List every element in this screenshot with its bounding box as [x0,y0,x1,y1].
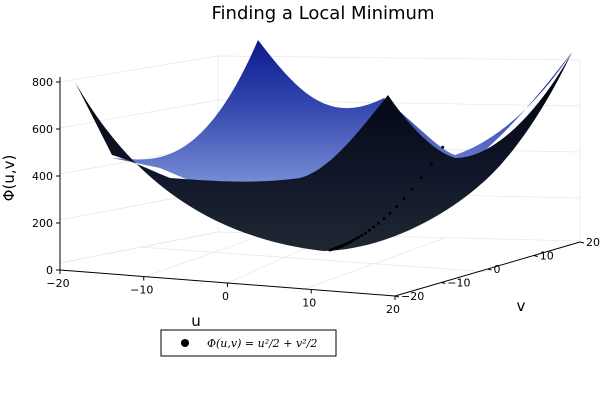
v-axis-label: v [517,297,526,315]
v-tick-label: 0 [494,263,501,276]
gridline-z-800 [59,55,581,83]
v-tick-mark [394,295,400,298]
v-tick-mark [441,282,446,284]
data-point [377,221,380,225]
v-tick-mark [533,255,538,257]
gridline-floor-v-0 [139,246,491,273]
u-tick-label: −20 [46,277,69,290]
surface [75,40,572,251]
gridline-floor-u-10 [298,237,446,292]
u-tick-label: 20 [386,303,400,316]
v-tick-mark [487,268,492,271]
series-points [328,145,445,252]
data-point [360,233,364,237]
data-point [351,238,355,242]
u-tick-label: −10 [130,284,153,297]
u-tick-label: 0 [222,290,229,303]
u-axis-ticks: −20 −10 0 10 20 [46,270,400,316]
axes: 0 200 400 600 800 −20 −10 0 10 20 −20 −10 0 10 20 Φ(… [0,76,600,330]
data-point [354,237,358,241]
legend: Φ(u,v) = u²/2 + v²/2 [160,329,337,357]
v-tick-label: −20 [401,290,424,303]
gridlines [59,55,581,292]
chart-title: Finding a Local Minimum [212,3,435,24]
data-point [357,235,361,239]
z-axis-ticks: 0 200 400 600 800 [32,76,60,277]
data-point [402,197,406,201]
z-tick-label: 400 [32,170,53,183]
data-point [382,217,386,221]
gridline-floor-u-minus10 [140,235,261,279]
legend-box [160,329,337,357]
data-point [429,162,433,166]
data-point [372,225,376,229]
v-axis-ticks: −20 −10 0 10 20 [394,236,600,303]
data-point [441,145,445,149]
data-point [363,231,367,235]
z-tick-label: 200 [32,217,53,230]
v-tick-label: 20 [586,236,600,249]
z-tick-label: 800 [32,76,53,89]
data-point [410,187,414,191]
z-tick-label: 600 [32,123,53,136]
z-tick-label: 0 [46,264,53,277]
data-point [419,176,423,180]
z-axis-label: Φ(u,v) [0,155,18,202]
data-point [395,205,399,208]
legend-marker [181,339,189,347]
surface-front-sheet [75,52,572,251]
gridline-u-minus20 [59,231,219,264]
data-point [328,248,332,252]
v-tick-label: 10 [540,250,554,263]
v-tick-label: −10 [447,277,470,290]
u-tick-label: 10 [302,297,316,310]
legend-label: Φ(u,v) = u²/2 + v²/2 [207,337,317,350]
data-point [367,228,371,232]
v-tick-mark [579,241,585,244]
data-point [388,211,392,215]
u-axis-label: u [191,312,201,330]
